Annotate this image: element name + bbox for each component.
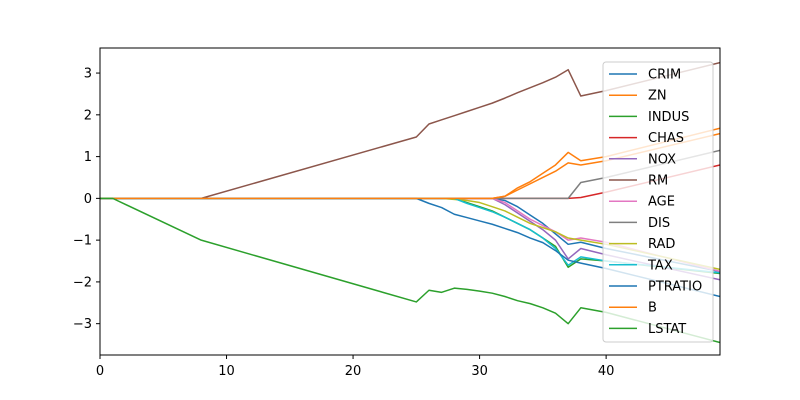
- legend-item-age: AGE: [609, 195, 675, 210]
- legend-item-crim: CRIM: [609, 68, 681, 83]
- series-line-rad: [100, 197, 720, 271]
- legend-label: LSTAT: [648, 322, 686, 337]
- legend-label: DIS: [648, 216, 670, 231]
- plot-frame: [99, 47, 721, 356]
- series-line-lstat: [100, 197, 720, 344]
- series-line-age: [100, 197, 720, 273]
- x-tick-label: 10: [218, 364, 235, 379]
- y-axis: −3 −2 −1 0 1 2 3: [73, 67, 100, 332]
- legend-label: CHAS: [648, 131, 684, 146]
- legend-item-nox: NOX: [609, 152, 676, 167]
- series-line-tax: [100, 197, 720, 274]
- legend-item-ptratio: PTRATIO: [609, 280, 702, 295]
- legend-label: TAX: [647, 258, 673, 273]
- y-tick-label: 3: [84, 67, 92, 82]
- x-tick-label: 40: [598, 364, 615, 379]
- y-tick-label: 2: [84, 108, 92, 123]
- legend-box: [602, 61, 714, 343]
- legend-label: RAD: [648, 237, 675, 252]
- legend-item-dis: DIS: [609, 216, 670, 231]
- series-line-b: [100, 127, 720, 200]
- legend-label: NOX: [648, 152, 676, 167]
- legend-item-rm: RM: [609, 174, 668, 189]
- legend-item-b: B: [609, 301, 657, 316]
- legend-label: B: [648, 301, 657, 316]
- series-lines: [100, 61, 720, 344]
- legend-label: RM: [648, 174, 668, 189]
- legend-label: AGE: [648, 195, 675, 210]
- legend-item-indus: INDUS: [609, 110, 689, 125]
- legend: CRIM ZN INDUS CHAS NOX RM AGE DIS RAD TAX PTRATIO B…: [602, 61, 714, 343]
- y-tick-label: −1: [73, 234, 92, 249]
- y-tick-label: −2: [73, 275, 92, 290]
- x-tick-label: 20: [345, 364, 362, 379]
- series-line-rm: [100, 61, 720, 200]
- legend-label: ZN: [648, 89, 667, 104]
- y-tick-label: 1: [84, 150, 92, 165]
- y-tick-label: −3: [73, 317, 92, 332]
- legend-label: INDUS: [648, 110, 689, 125]
- legend-item-lstat: LSTAT: [609, 322, 686, 337]
- x-tick-label: 30: [471, 364, 488, 379]
- x-axis: 0 10 20 30 40: [96, 355, 615, 379]
- y-tick-label: 0: [84, 192, 92, 207]
- legend-label: CRIM: [648, 68, 681, 83]
- series-line-ptratio: [100, 197, 720, 298]
- series-line-nox: [100, 197, 720, 281]
- legend-item-zn: ZN: [609, 89, 667, 104]
- legend-item-tax: TAX: [609, 258, 673, 273]
- legend-item-chas: CHAS: [609, 131, 684, 146]
- series-line-crim: [100, 197, 720, 273]
- legend-label: PTRATIO: [648, 280, 702, 295]
- legend-item-rad: RAD: [609, 237, 675, 252]
- x-tick-label: 0: [96, 364, 104, 379]
